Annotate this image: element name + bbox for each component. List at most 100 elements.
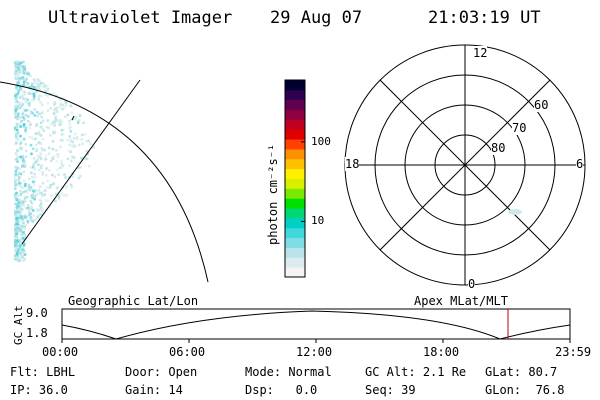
aurora-dot [14, 240, 17, 244]
aurora-dot [66, 113, 70, 117]
aurora-dot [18, 167, 21, 170]
color-bar-cell [285, 188, 305, 199]
aurora-dot [19, 193, 23, 196]
aurora-dot [39, 192, 42, 195]
aurora-dot [14, 127, 17, 130]
aurora-dot [44, 174, 48, 177]
geographic-track-label: Geographic Lat/Lon [68, 294, 199, 308]
aurora-dot [29, 112, 32, 115]
aurora-dot [24, 183, 27, 186]
aurora-dot [48, 169, 51, 172]
aurora-dot [87, 165, 91, 168]
aurora-dot [52, 112, 56, 115]
aurora-dot [16, 114, 20, 118]
aurora-dot [44, 189, 47, 192]
track-frame [61, 308, 571, 340]
aurora-dot [26, 85, 29, 89]
aurora-dot [70, 185, 74, 189]
track-x-label-0000: 00:00 [42, 345, 79, 359]
aurora-dot [16, 160, 19, 163]
aurora-dot [14, 193, 17, 196]
aurora-dot [15, 106, 19, 109]
aurora-dot [44, 154, 48, 157]
aurora-dot [46, 119, 49, 122]
aurora-dot [18, 69, 21, 73]
aurora-dot [19, 125, 22, 128]
aurora-dot [62, 132, 65, 136]
aurora-dot [23, 214, 27, 217]
aurora-dot [54, 117, 57, 120]
aurora-dot [16, 84, 19, 88]
aurora-dot [38, 164, 42, 167]
aurora-dot [37, 192, 40, 195]
aurora-dot [16, 128, 19, 132]
color-bar-cell [285, 109, 305, 120]
aurora-dot [33, 162, 36, 165]
aurora-dot [33, 114, 37, 117]
aurora-dot [21, 246, 25, 249]
aurora-dot [26, 221, 30, 224]
aurora-dot [20, 120, 23, 123]
aurora-dot [17, 102, 21, 105]
aurora-dot [49, 184, 53, 187]
aurora-dot [29, 88, 32, 92]
aurora-dot [68, 122, 71, 126]
aurora-dot [36, 154, 39, 158]
aurora-dot [17, 112, 20, 116]
aurora-dot [20, 104, 24, 107]
aurora-dot [39, 141, 42, 145]
aurora-dot [18, 245, 22, 248]
aurora-dot [16, 131, 20, 135]
aurora-dot [27, 186, 31, 190]
color-bar-cell [285, 247, 305, 258]
aurora-dot [79, 166, 82, 169]
aurora-dot [25, 77, 29, 81]
aurora-dot [23, 184, 27, 188]
aurora-dot [60, 160, 63, 163]
aurora-dot [21, 207, 24, 211]
aurora-dot [41, 137, 45, 141]
aurora-dot [35, 90, 38, 93]
aurora-dot [28, 183, 31, 187]
aurora-dot [31, 111, 34, 115]
aurora-dot [14, 196, 17, 199]
aurora-dot [14, 235, 18, 238]
track-x-label-2359: 23:59 [555, 345, 592, 359]
aurora-dot [21, 254, 24, 258]
aurora-dot [62, 194, 66, 197]
aurora-dot [68, 164, 72, 168]
aurora-dot [23, 67, 27, 70]
aurora-dot [22, 71, 26, 75]
aurora-dot [48, 186, 51, 189]
aurora-dot [15, 253, 19, 257]
aurora-dot [21, 225, 24, 228]
aurora-dot [40, 115, 43, 119]
aurora-dot [22, 117, 26, 121]
status-door: Door: Open [125, 365, 198, 379]
aurora-dot [17, 178, 20, 181]
aurora-dot [24, 93, 27, 96]
aurora-dot [18, 198, 21, 201]
aurora-dot [46, 94, 49, 98]
aurora-dot [39, 206, 43, 209]
aurora-dot [38, 198, 42, 202]
aurora-dot [32, 197, 36, 201]
aurora-dot [58, 118, 62, 122]
aurora-dot [15, 133, 18, 136]
aurora-dot [21, 221, 25, 225]
aurora-dot [19, 182, 22, 185]
color-bar-cell [285, 178, 305, 189]
aurora-dot [17, 208, 21, 211]
aurora-dot [40, 110, 44, 114]
aurora-dot [29, 122, 32, 125]
aurora-dot [14, 239, 17, 242]
aurora-dot [32, 195, 35, 198]
aurora-dot [33, 81, 37, 84]
aurora-dot [20, 139, 23, 143]
aurora-dot [22, 231, 25, 234]
aurora-dot [25, 72, 28, 75]
aurora-dot [14, 104, 17, 108]
aurora-dot [40, 94, 44, 97]
aurora-dot [31, 219, 34, 223]
aurora-dot [52, 131, 55, 134]
